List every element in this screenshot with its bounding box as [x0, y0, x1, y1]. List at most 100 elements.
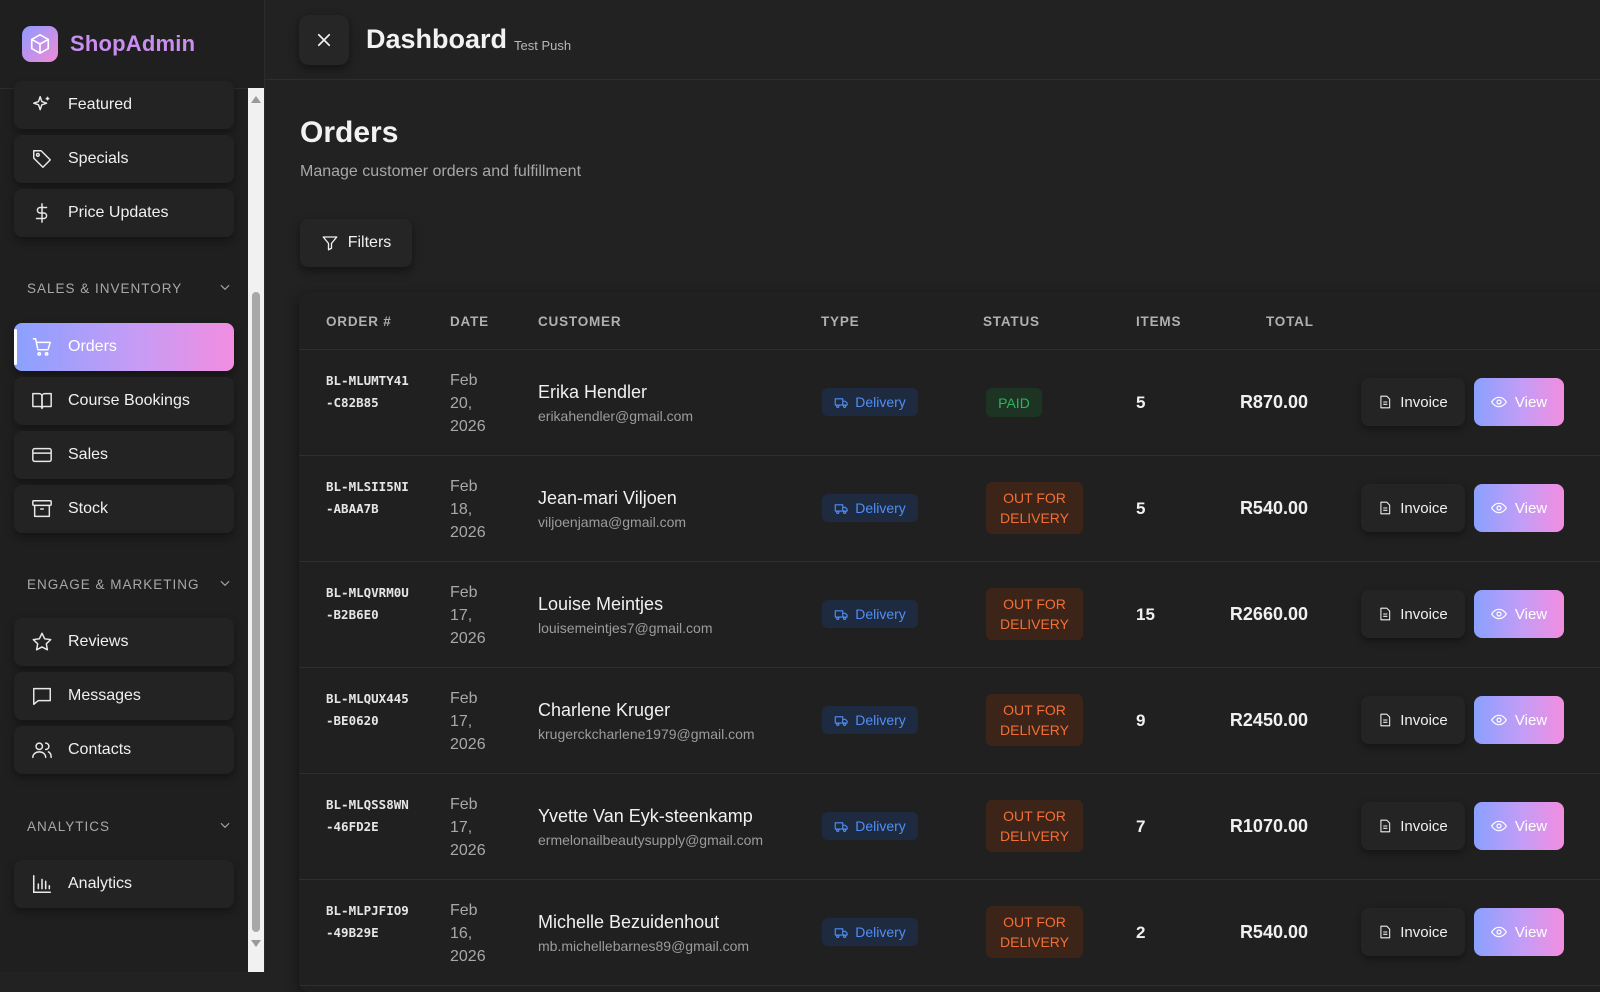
status-badge: OUT FOR DELIVERY [986, 800, 1083, 852]
filters-button[interactable]: Filters [300, 219, 412, 267]
column-header-type[interactable]: TYPE [821, 314, 860, 329]
section-label: ENGAGE & MARKETING [27, 577, 200, 592]
sidebar-item-reviews[interactable]: Reviews [14, 618, 234, 666]
sidebar-item-label: Course Bookings [68, 392, 190, 409]
invoice-button[interactable]: Invoice [1361, 590, 1465, 638]
box-logo-icon [22, 26, 58, 62]
orders-table: ORDER # DATE CUSTOMER TYPE STATUS ITEMS … [299, 292, 1600, 992]
archive-icon [30, 497, 54, 521]
customer-name: Michelle Bezuidenhout [538, 912, 720, 932]
order-number: BL-MLQUX445-BE0620 [326, 691, 409, 728]
type-badge: Delivery [822, 388, 918, 416]
column-header-total[interactable]: TOTAL [1266, 314, 1314, 329]
sidebar-item-label: Sales [68, 446, 109, 463]
sidebar-item-contacts[interactable]: Contacts [14, 726, 234, 774]
column-header-items[interactable]: ITEMS [1136, 314, 1182, 329]
star-icon [30, 630, 54, 654]
table-row[interactable]: BL-MLUMTY41-C82B85 Feb 20, 2026 Erika Hend… [299, 350, 1600, 456]
sidebar-item-label: Reviews [68, 633, 129, 650]
invoice-button[interactable]: Invoice [1361, 802, 1465, 850]
items-count: 9 [1136, 711, 1146, 730]
section-sales-inventory[interactable]: SALES & INVENTORY [27, 280, 232, 297]
topbar-title: Dashboard [366, 24, 508, 54]
sidebar-item-analytics[interactable]: Analytics [14, 860, 234, 908]
sidebar-item-price-updates[interactable]: Price Updates [14, 189, 234, 237]
eye-icon [1490, 502, 1507, 514]
section-engage-marketing[interactable]: ENGAGE & MARKETING [27, 576, 232, 593]
eye-icon [1490, 714, 1507, 726]
order-total: R1070.00 [1229, 816, 1308, 836]
document-icon [1380, 925, 1391, 939]
type-badge: Delivery [822, 600, 918, 628]
table-header: ORDER # DATE CUSTOMER TYPE STATUS ITEMS … [299, 292, 1600, 350]
bar-chart-icon [30, 872, 54, 896]
table-row[interactable]: BL-MLSII5NI-ABAA7B Feb 18, 2026 Jean-mari … [299, 456, 1600, 562]
items-count: 5 [1136, 499, 1146, 518]
status-badge: OUT FOR DELIVERY [986, 694, 1083, 746]
table-row[interactable]: BL-MLQVRM0U-B2B6E0 Feb 17, 2026 Louise Mei… [299, 562, 1600, 668]
view-button[interactable]: View [1474, 590, 1564, 638]
order-number: BL-MLQSS8WN-46FD2E [326, 797, 409, 834]
order-date: Feb 16, 2026 [450, 902, 486, 965]
order-date: Feb 20, 2026 [450, 372, 486, 435]
order-total: R540.00 [1239, 498, 1308, 518]
sidebar-item-sales[interactable]: Sales [14, 431, 234, 479]
table-row[interactable]: BL-MLQUX445-BE0620 Feb 17, 2026 Charlene K… [299, 668, 1600, 774]
sidebar-scrollbar[interactable] [248, 88, 264, 972]
chevron-down-icon [218, 818, 232, 835]
document-icon [1380, 501, 1391, 515]
brand[interactable]: ShopAdmin [22, 26, 195, 62]
column-header-customer[interactable]: CUSTOMER [538, 314, 622, 329]
customer-email: louisemeintjes7@gmail.com [538, 620, 713, 636]
document-icon [1380, 713, 1391, 727]
column-header-date[interactable]: DATE [450, 314, 489, 329]
view-button[interactable]: View [1474, 378, 1564, 426]
section-label: ANALYTICS [27, 819, 111, 834]
chevron-down-icon [218, 280, 232, 297]
customer-email: mb.michellebarnes89@gmail.com [538, 938, 750, 954]
chevron-down-icon [218, 576, 232, 593]
table-row[interactable]: BL-MLQSS8WN-46FD2E Feb 17, 2026 Yvette Van… [299, 774, 1600, 880]
order-total: R540.00 [1239, 922, 1308, 942]
sidebar-item-label: Price Updates [68, 204, 169, 221]
invoice-button[interactable]: Invoice [1361, 378, 1465, 426]
sidebar-item-label: Orders [68, 338, 117, 355]
close-button[interactable] [299, 15, 349, 65]
table-row[interactable]: BL-MLPJFIO9-49B29E Feb 16, 2026 Michelle B… [299, 880, 1600, 986]
order-number: BL-MLPJFIO9-49B29E [326, 903, 409, 940]
scroll-up-arrow-icon[interactable] [251, 96, 261, 103]
order-number: BL-MLUMTY41-C82B85 [326, 373, 409, 410]
document-icon [1380, 395, 1391, 409]
order-date: Feb 17, 2026 [450, 690, 486, 753]
sidebar-item-messages[interactable]: Messages [14, 672, 234, 720]
status-badge: PAID [986, 388, 1042, 417]
sidebar-item-orders[interactable]: Orders [14, 323, 234, 371]
invoice-button[interactable]: Invoice [1361, 696, 1465, 744]
invoice-button[interactable]: Invoice [1361, 908, 1465, 956]
order-date: Feb 17, 2026 [450, 796, 486, 859]
view-button[interactable]: View [1474, 802, 1564, 850]
message-icon [30, 684, 54, 708]
scroll-down-arrow-icon[interactable] [251, 940, 261, 947]
customer-name: Erika Hendler [538, 382, 648, 402]
close-icon [317, 33, 331, 47]
view-button[interactable]: View [1474, 484, 1564, 532]
dollar-icon [30, 201, 54, 225]
invoice-button[interactable]: Invoice [1361, 484, 1465, 532]
view-button[interactable]: View [1474, 908, 1564, 956]
column-header-status[interactable]: STATUS [983, 314, 1040, 329]
sidebar-item-label: Specials [68, 150, 129, 167]
sidebar-item-stock[interactable]: Stock [14, 485, 234, 533]
sidebar-item-featured[interactable]: Featured [14, 81, 234, 129]
view-button[interactable]: View [1474, 696, 1564, 744]
column-header-order[interactable]: ORDER # [326, 314, 392, 329]
items-count: 7 [1136, 817, 1146, 836]
sidebar-item-course-bookings[interactable]: Course Bookings [14, 377, 234, 425]
sidebar-item-specials[interactable]: Specials [14, 135, 234, 183]
eye-icon [1490, 608, 1507, 620]
page-title: Orders [300, 116, 399, 149]
order-number: BL-MLQVRM0U-B2B6E0 [326, 585, 409, 622]
truck-icon [834, 927, 848, 938]
scrollbar-thumb[interactable] [252, 292, 260, 932]
section-analytics[interactable]: ANALYTICS [27, 818, 232, 835]
